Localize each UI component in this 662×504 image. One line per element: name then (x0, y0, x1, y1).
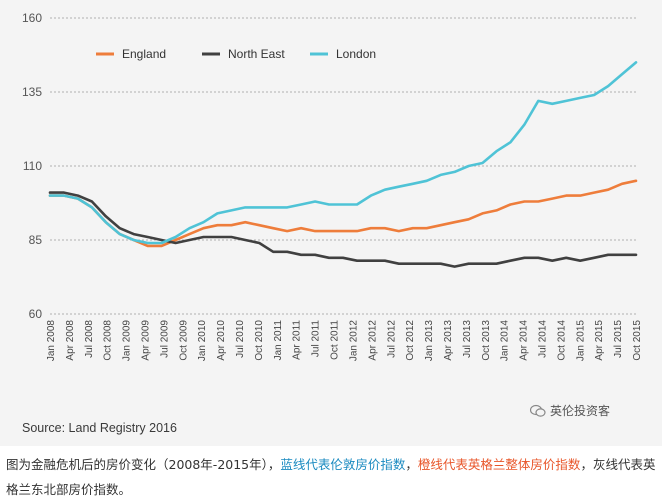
figure-caption: 图为金融危机后的房价变化（2008年-2015年），蓝线代表伦敦房价指数，橙线代… (6, 452, 658, 502)
x-tick-label: Apr 2015 (594, 320, 605, 361)
x-tick-label: Jul 2009 (159, 320, 170, 358)
x-tick-label: Jan 2012 (348, 320, 359, 362)
x-tick-label: Apr 2009 (141, 320, 152, 361)
x-tick-label: Oct 2008 (103, 320, 114, 361)
x-tick-label: Oct 2014 (556, 320, 567, 361)
x-tick-label: Apr 2008 (65, 320, 76, 361)
line-chart: 60 85 110 135 160 Jan 2008 Apr 2008 Jul 2008 Oc… (22, 11, 643, 362)
legend-label-north-east: North East (228, 47, 285, 61)
legend-label-england: England (122, 47, 166, 61)
caption-grey-line: ，灰线代表英格兰东北部房价指数。 (6, 457, 656, 497)
x-tick-label: Jan 2008 (46, 320, 57, 362)
x-tick-label: Oct 2015 (632, 320, 643, 361)
x-tick-label: Oct 2010 (254, 320, 265, 361)
source-note: Source: Land Registry 2016 (22, 421, 177, 435)
x-tick-label: Jan 2015 (575, 320, 586, 362)
series-line-north-east (48, 191, 638, 268)
x-tick-label: Oct 2012 (405, 320, 416, 361)
series-line-england (48, 179, 638, 248)
x-tick-label: Apr 2011 (292, 320, 303, 360)
x-tick-label: Jan 2014 (500, 320, 511, 362)
x-tick-label: Jul 2010 (235, 320, 246, 358)
y-tick-label: 135 (22, 85, 42, 99)
watermark-text: 英伦投资客 (550, 404, 611, 418)
legend: England North East London (96, 47, 376, 61)
caption-intro: 图为金融危机后的房价变化（2008年-2015年）， (6, 457, 281, 472)
wechat-logo-icon (530, 404, 546, 417)
x-tick-label: Apr 2010 (216, 320, 227, 361)
x-tick-label: Jul 2011 (311, 320, 322, 358)
caption-separator: ， (405, 457, 418, 472)
x-tick-label: Jan 2013 (424, 320, 435, 362)
legend-label-london: London (336, 47, 376, 61)
x-tick-label: Jul 2015 (613, 320, 624, 358)
x-tick-label: Jan 2009 (122, 320, 133, 362)
x-axis-ticks: Jan 2008 Apr 2008 Jul 2008 Oct 2008 Jan 2009… (46, 320, 643, 362)
x-tick-label: Jan 2010 (197, 320, 208, 362)
x-tick-label: Oct 2009 (178, 320, 189, 361)
y-axis-ticks: 60 85 110 135 160 (22, 11, 42, 321)
x-tick-label: Jul 2013 (462, 320, 473, 358)
y-tick-label: 60 (29, 307, 43, 321)
watermark: 英伦投资客 (530, 402, 610, 419)
series-lines (48, 61, 638, 268)
x-tick-label: Jul 2014 (537, 320, 548, 358)
x-tick-label: Apr 2013 (443, 320, 454, 361)
x-tick-label: Jul 2008 (84, 320, 95, 358)
gridlines (50, 17, 636, 315)
x-tick-label: Oct 2013 (481, 320, 492, 361)
x-tick-label: Apr 2014 (519, 320, 530, 361)
chart-panel: 60 85 110 135 160 Jan 2008 Apr 2008 Jul 2008 Oc… (0, 0, 662, 446)
x-tick-label: Apr 2012 (367, 320, 378, 361)
caption-blue-line: 蓝线代表伦敦房价指数 (280, 457, 406, 472)
y-tick-label: 160 (22, 11, 42, 25)
y-tick-label: 110 (23, 159, 42, 173)
caption-orange-line: 橙线代表英格兰整体房价指数 (417, 457, 581, 472)
series-line-london (48, 61, 638, 245)
x-tick-label: Oct 2011 (330, 320, 341, 360)
y-tick-label: 85 (29, 233, 43, 247)
x-tick-label: Jan 2011 (273, 320, 284, 361)
x-tick-label: Jul 2012 (386, 320, 397, 358)
